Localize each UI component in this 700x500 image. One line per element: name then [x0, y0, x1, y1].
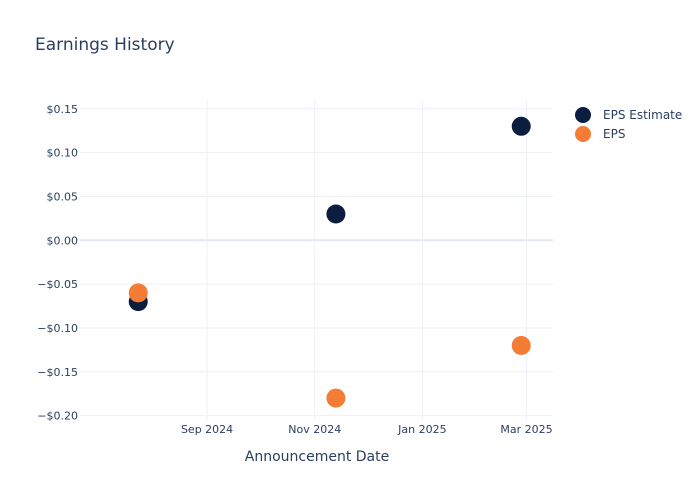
eps-point[interactable] — [128, 283, 148, 303]
legend[interactable]: EPS Estimate EPS — [575, 107, 682, 142]
y-tick-label: $0.10 — [47, 147, 79, 160]
legend-marker-eps-estimate[interactable] — [575, 107, 591, 123]
y-tick-label: $0.15 — [47, 103, 79, 116]
eps-estimate-point[interactable] — [511, 116, 531, 136]
legend-label-eps-estimate[interactable]: EPS Estimate — [603, 108, 682, 122]
x-axis-ticks: Sep 2024 Nov 2024 Jan 2025 Mar 2025 — [181, 423, 553, 436]
eps-estimate-point[interactable] — [326, 204, 346, 224]
x-tick-label: Sep 2024 — [181, 423, 233, 436]
x-axis-label: Announcement Date — [245, 449, 389, 465]
data-points[interactable] — [128, 116, 531, 408]
y-tick-label: $0.00 — [47, 234, 79, 247]
x-tick-label: Nov 2024 — [288, 423, 341, 436]
grid — [80, 100, 553, 420]
eps-point[interactable] — [326, 388, 346, 408]
y-tick-label: −$0.10 — [37, 322, 78, 335]
y-tick-label: −$0.15 — [37, 366, 78, 379]
eps-point[interactable] — [511, 335, 531, 355]
y-tick-label: −$0.05 — [37, 278, 78, 291]
legend-marker-eps[interactable] — [575, 126, 591, 142]
y-tick-label: $0.05 — [47, 190, 79, 203]
y-axis-ticks: $0.15 $0.10 $0.05 $0.00 −$0.05 −$0.10 −$0.15 −$… — [37, 103, 78, 423]
x-tick-label: Mar 2025 — [500, 423, 552, 436]
legend-label-eps[interactable]: EPS — [603, 127, 625, 141]
chart-title: Earnings History — [35, 35, 175, 55]
x-tick-label: Jan 2025 — [397, 423, 446, 436]
y-tick-label: −$0.20 — [37, 410, 78, 423]
